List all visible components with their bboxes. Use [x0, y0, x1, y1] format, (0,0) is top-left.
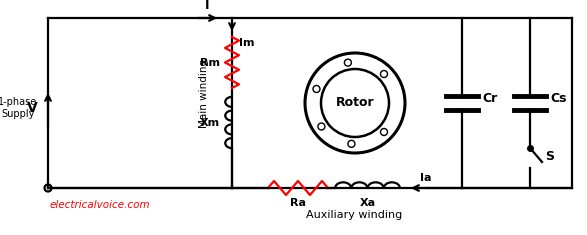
- Text: Xa: Xa: [359, 198, 376, 208]
- Text: 1-phase
Supply: 1-phase Supply: [0, 97, 38, 119]
- Text: Xm: Xm: [200, 118, 220, 128]
- Text: Auxiliary winding: Auxiliary winding: [306, 210, 402, 220]
- Text: Rotor: Rotor: [336, 97, 375, 110]
- Text: Cs: Cs: [550, 93, 566, 106]
- Text: I: I: [205, 0, 209, 12]
- Text: Main winding: Main winding: [199, 59, 209, 128]
- Text: electricalvoice.com: electricalvoice.com: [50, 200, 150, 210]
- Text: V: V: [27, 101, 38, 115]
- Text: Ia: Ia: [420, 173, 432, 183]
- Text: Rm: Rm: [200, 58, 220, 67]
- Text: Ra: Ra: [290, 198, 306, 208]
- Text: S: S: [545, 149, 554, 162]
- Text: Cr: Cr: [482, 93, 497, 106]
- Text: Im: Im: [239, 38, 255, 48]
